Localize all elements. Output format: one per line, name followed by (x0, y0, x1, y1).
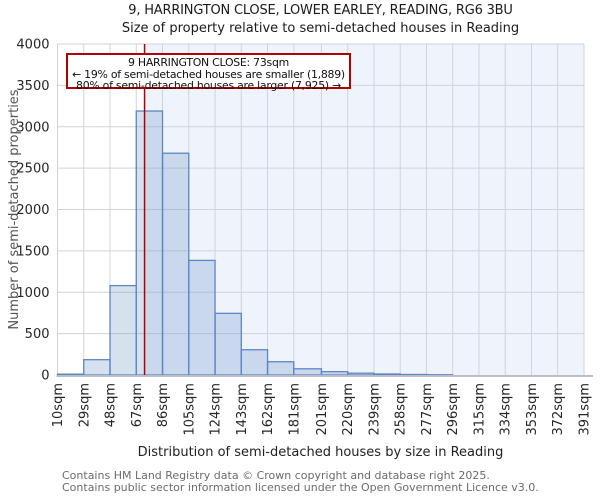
x-tick-label: 391sqm (578, 383, 593, 436)
x-tick-label: 29sqm (77, 383, 92, 427)
x-tick-label: 353sqm (525, 383, 540, 436)
x-tick-label: 143sqm (235, 383, 250, 436)
x-axis-title: Distribution of semi-detached houses by … (137, 445, 504, 460)
histogram-bar (293, 368, 323, 376)
annotation-box: 9 HARRINGTON CLOSE: 73sqm ← 19% of semi-… (66, 53, 351, 93)
x-tick-label: 162sqm (261, 383, 276, 436)
x-tick-label: 48sqm (104, 383, 119, 427)
x-tick-label: 315sqm (472, 383, 487, 436)
chart-subtitle: Size of property relative to semi-detach… (121, 21, 520, 36)
histogram-bar (83, 359, 111, 376)
histogram-bar (347, 372, 375, 376)
histogram-bar (214, 312, 242, 376)
y-tick-label: 2000 (16, 203, 49, 218)
y-tick-label: 4000 (16, 38, 49, 53)
histogram-bar (188, 259, 216, 376)
x-tick-label: 296sqm (446, 383, 461, 436)
footer-line-1: Contains HM Land Registry data © Crown c… (62, 469, 490, 482)
footer-line-2: Contains public sector information licen… (62, 480, 539, 494)
histogram-bar (161, 152, 190, 376)
x-tick-label: 220sqm (341, 383, 356, 436)
histogram-bar (109, 284, 137, 376)
y-axis-title: Number of semi-detached properties (7, 89, 22, 330)
annotation-property-size: 9 HARRINGTON CLOSE: 73sqm (128, 56, 289, 69)
x-tick-label: 181sqm (287, 383, 302, 436)
x-tick-label: 105sqm (182, 383, 197, 436)
x-tick-label: 372sqm (551, 383, 566, 436)
histogram-bar (266, 361, 295, 376)
x-tick-label: 67sqm (130, 383, 145, 427)
annotation-larger-share: 80% of semi-detached houses are larger (… (76, 79, 341, 93)
x-tick-label: 201sqm (315, 383, 330, 436)
histogram-bar (320, 371, 349, 376)
histogram-bar (240, 349, 269, 376)
x-tick-label: 277sqm (420, 383, 435, 436)
y-tick-label: 1500 (16, 244, 49, 259)
chart-title: 9, HARRINGTON CLOSE, LOWER EARLEY, READI… (128, 3, 513, 18)
x-tick-label: 10sqm (51, 383, 66, 427)
histogram-bar (56, 373, 85, 376)
chart-title-block: 9, HARRINGTON CLOSE, LOWER EARLEY, READI… (40, 3, 600, 36)
footer-attribution: Contains HM Land Registry data © Crown c… (62, 470, 539, 493)
y-tick-label: 0 (41, 369, 49, 384)
histogram-bar (135, 110, 164, 376)
y-tick-label: 500 (25, 327, 50, 342)
x-tick-label: 124sqm (209, 383, 224, 436)
y-tick-label: 3000 (16, 120, 49, 135)
y-tick-label: 1000 (16, 286, 49, 301)
x-tick-label: 258sqm (394, 383, 409, 436)
x-tick-label: 334sqm (499, 383, 514, 436)
y-tick-label: 3500 (16, 79, 49, 94)
x-tick-label: 239sqm (367, 383, 382, 436)
annotation-smaller-share: ← 19% of semi-detached houses are smalle… (72, 67, 345, 81)
histogram-bar (373, 373, 401, 376)
x-tick-label: 86sqm (156, 383, 171, 427)
y-tick-label: 2500 (16, 162, 49, 177)
